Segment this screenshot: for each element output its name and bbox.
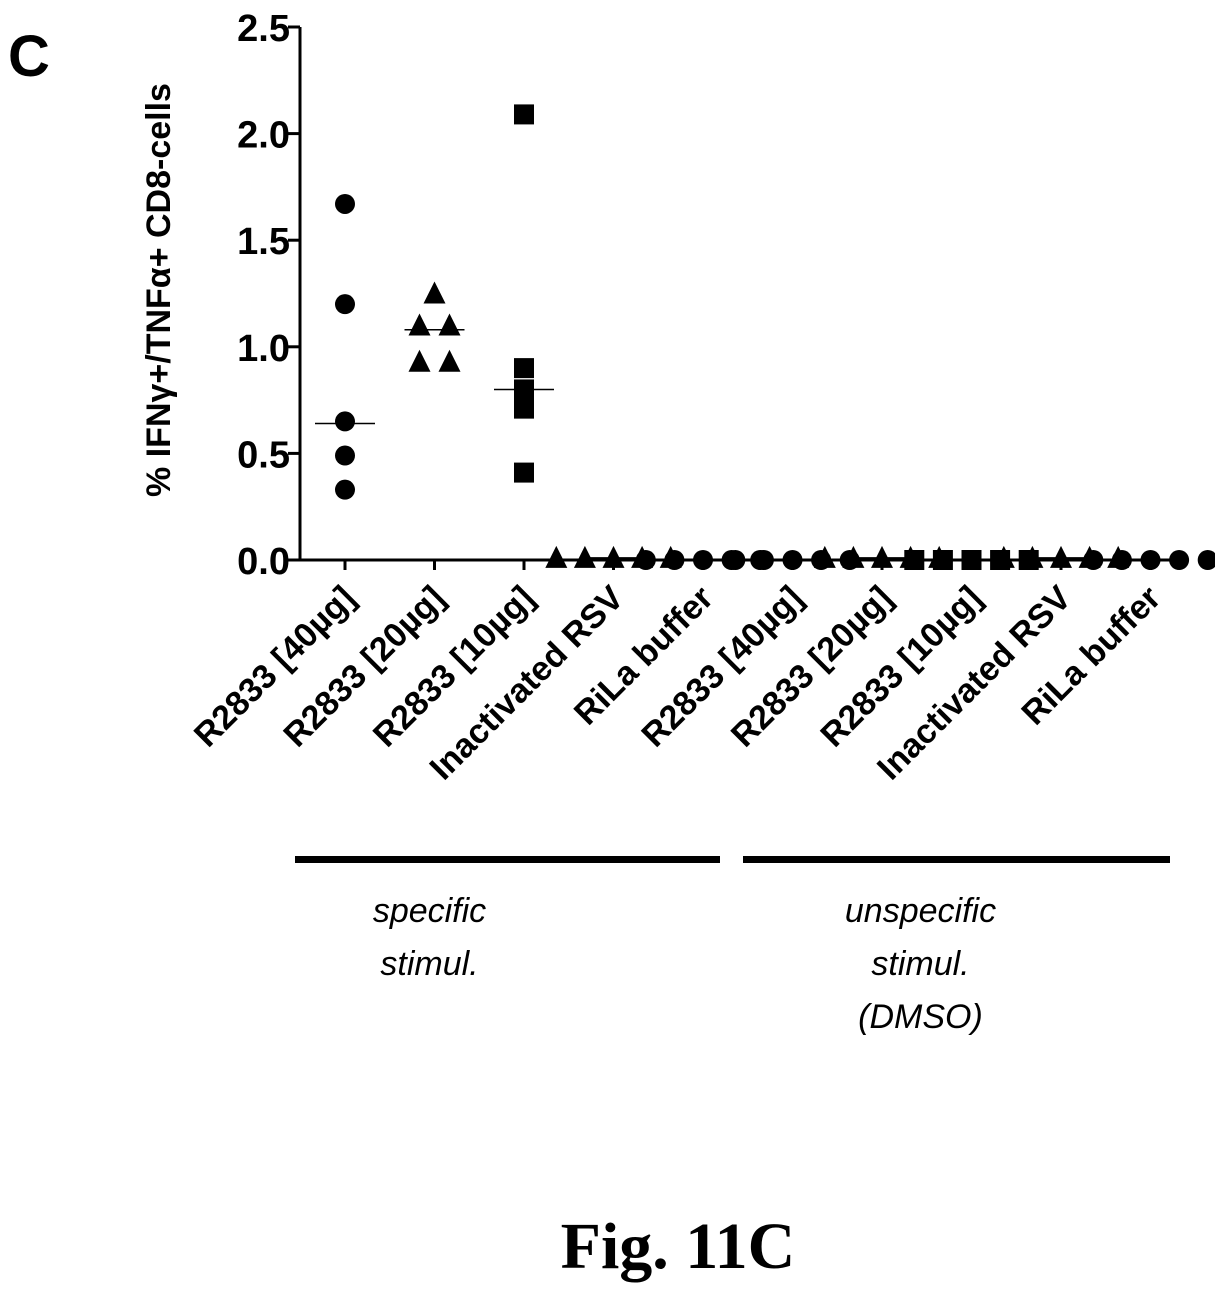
y-axis-label: % IFNγ+/TNFα+ CD8-cells: [140, 83, 178, 497]
data-point-square: [514, 358, 534, 379]
data-point-square: [904, 550, 925, 570]
group-bracket: [295, 856, 720, 863]
data-point-circle: [335, 445, 355, 466]
panel-label: C: [8, 24, 50, 89]
data-point-triangle: [545, 545, 568, 568]
y-tick-label: 2.5: [237, 8, 290, 50]
data-point-triangle: [813, 545, 836, 568]
y-axis: 0.0 0.5 1.0 1.5 2.0 2.5: [237, 8, 302, 583]
data-point-triangle: [438, 313, 461, 336]
data-point-triangle: [408, 313, 431, 336]
group-brackets: specific stimul. unspecific stimul. (DMSO): [295, 856, 1170, 1036]
data-point-triangle: [871, 545, 893, 568]
data-point-square: [514, 462, 534, 483]
data-point-triangle: [1050, 545, 1072, 568]
data-point-square: [514, 104, 534, 125]
group-label: stimul.: [380, 945, 478, 983]
data-point-circle: [1197, 550, 1215, 570]
data-point-triangle: [602, 545, 625, 568]
y-tick-label: 0.0: [237, 541, 290, 583]
data-point-triangle: [842, 545, 865, 568]
figure-caption: Fig. 11C: [561, 1210, 796, 1283]
data-point-triangle: [992, 545, 1015, 568]
y-tick-label: 2.0: [237, 115, 290, 157]
group-label: stimul.: [871, 945, 969, 983]
data-point-circle: [725, 550, 746, 570]
data-point-circle: [335, 193, 355, 214]
group-label: (DMSO): [858, 998, 983, 1036]
data-point-circle: [335, 411, 355, 432]
data-points: [335, 104, 1215, 570]
data-point-triangle: [573, 545, 596, 568]
data-point-circle: [335, 479, 355, 500]
category-labels: R2833 [40µg]R2833 [20µg]R2833 [10µg]Inac…: [187, 579, 1168, 788]
data-point-triangle: [408, 349, 431, 372]
data-point-circle: [1083, 550, 1104, 570]
median-lines: [315, 328, 1181, 561]
group-label: unspecific: [845, 892, 996, 930]
y-tick-label: 0.5: [237, 434, 290, 476]
data-point-triangle: [423, 281, 446, 304]
group-label: specific: [373, 892, 486, 930]
data-point-square: [514, 398, 534, 419]
data-point-circle: [635, 550, 656, 570]
data-point-circle: [335, 294, 355, 315]
data-point-triangle: [438, 349, 461, 372]
group-bracket: [743, 856, 1170, 863]
y-tick-label: 1.5: [237, 221, 290, 263]
y-tick-label: 1.0: [237, 328, 290, 370]
data-point-triangle: [1021, 545, 1044, 568]
